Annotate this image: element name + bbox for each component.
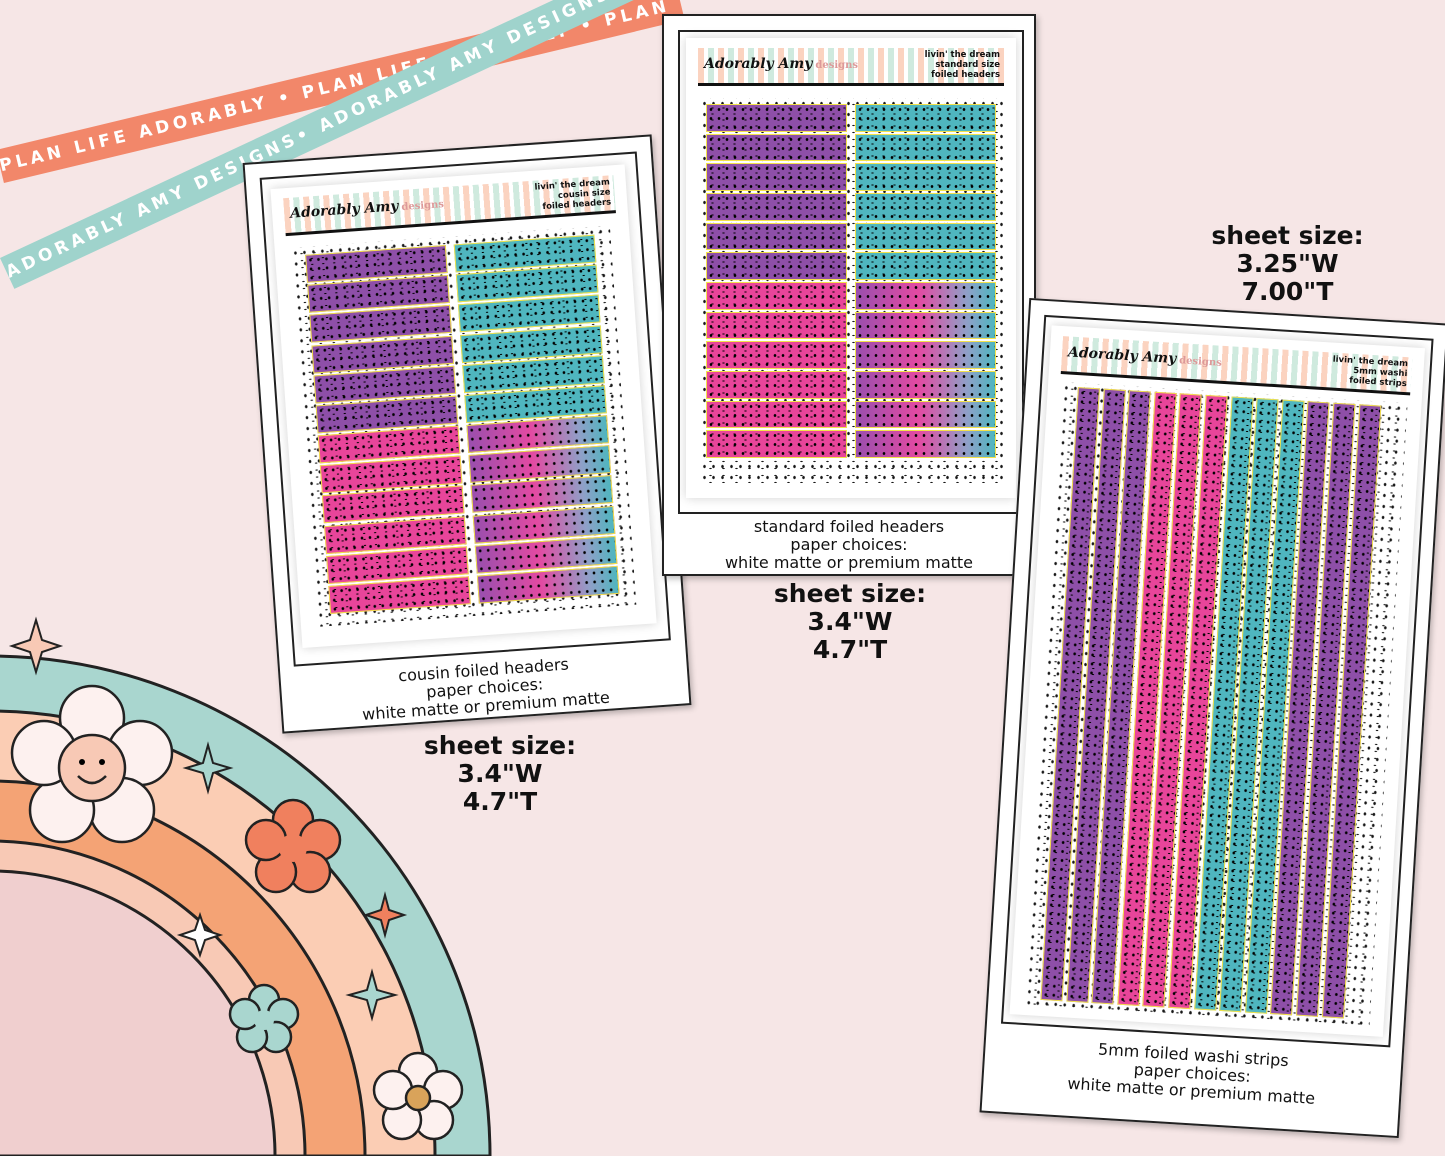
sticker-strip xyxy=(855,341,996,369)
sticker-strip xyxy=(855,252,996,280)
sticker-strip xyxy=(706,163,847,191)
sticker-strip xyxy=(706,133,847,162)
brand-logo: Adorably Amy designs xyxy=(1067,344,1223,369)
sticker-strip xyxy=(706,282,847,310)
sticker-strip xyxy=(706,252,847,280)
strip-grid xyxy=(1040,387,1387,1019)
sticker-strip xyxy=(855,400,996,429)
sheet-header: Adorably Amy designs livin' the dream stan… xyxy=(698,48,1004,86)
sticker-strip xyxy=(855,104,996,132)
sticker-strip xyxy=(855,133,996,162)
sticker-strip xyxy=(855,193,996,221)
teal-flower-icon xyxy=(228,983,300,1054)
sheet-header-text: livin' the dream 5mm washi foiled strips xyxy=(1332,354,1409,390)
card-caption: standard foiled headers paper choices: whi… xyxy=(724,517,974,572)
rainbow-illustration xyxy=(0,616,492,1156)
sticker-strip xyxy=(855,371,996,399)
brand-logo: Adorably Amy designs xyxy=(704,56,859,72)
sheet-size-label: sheet size: 3.4"W 4.7"T xyxy=(773,579,927,664)
sparkle-icon xyxy=(345,968,399,1022)
sticker-strip xyxy=(855,311,996,340)
strip-grid xyxy=(706,104,996,458)
sticker-sheet: Adorably Amy designs livin' the dream stan… xyxy=(686,38,1016,498)
sticker-strip xyxy=(855,282,996,310)
sticker-sheet: Adorably Amy designs livin' the dream cous… xyxy=(270,164,657,648)
product-card-standard: Adorably Amy designs livin' the dream stan… xyxy=(662,14,1036,576)
sticker-strip xyxy=(706,371,847,399)
sparkle-icon xyxy=(182,741,234,795)
strip-grid xyxy=(305,234,620,614)
sheet-header: Adorably Amy designs livin' the dream cous… xyxy=(283,175,616,237)
sticker-strip xyxy=(855,222,996,251)
product-card-cousin: Adorably Amy designs livin' the dream cous… xyxy=(242,134,692,734)
sheet-header-text: livin' the dream cousin size foiled header… xyxy=(534,177,612,213)
rainbow-band-pink xyxy=(0,869,277,1156)
sticker-strip xyxy=(706,341,847,369)
sticker-sheet: Adorably Amy designs livin' the dream 5mm … xyxy=(1009,325,1425,1037)
orange-flower-icon xyxy=(244,798,342,894)
sticker-strip xyxy=(706,104,847,132)
sheet-size-label: sheet size: 3.4"W 4.7"T xyxy=(423,731,577,816)
sticker-strip xyxy=(855,430,996,458)
product-card-washi: Adorably Amy designs livin' the dream 5mm … xyxy=(979,297,1445,1139)
sticker-strip xyxy=(706,222,847,251)
smiley-flower-icon xyxy=(10,684,174,844)
card-caption: 5mm foiled washi strips paper choices: whi… xyxy=(1066,1039,1316,1108)
sheet-size-label: sheet size: 3.25"W 7.00"T xyxy=(1211,221,1364,306)
white-flower-icon xyxy=(372,1051,464,1141)
sticker-strip xyxy=(706,400,847,429)
sparkle-icon xyxy=(8,616,64,676)
sticker-strip xyxy=(706,193,847,221)
brand-logo: Adorably Amy designs xyxy=(289,198,445,222)
sparkle-icon xyxy=(362,891,408,939)
sticker-strip xyxy=(706,311,847,340)
sparkle-icon xyxy=(176,911,224,959)
sticker-strip xyxy=(855,163,996,191)
sticker-strip xyxy=(706,430,847,458)
sheet-header-text: livin' the dream standard size foiled head… xyxy=(924,50,1000,80)
